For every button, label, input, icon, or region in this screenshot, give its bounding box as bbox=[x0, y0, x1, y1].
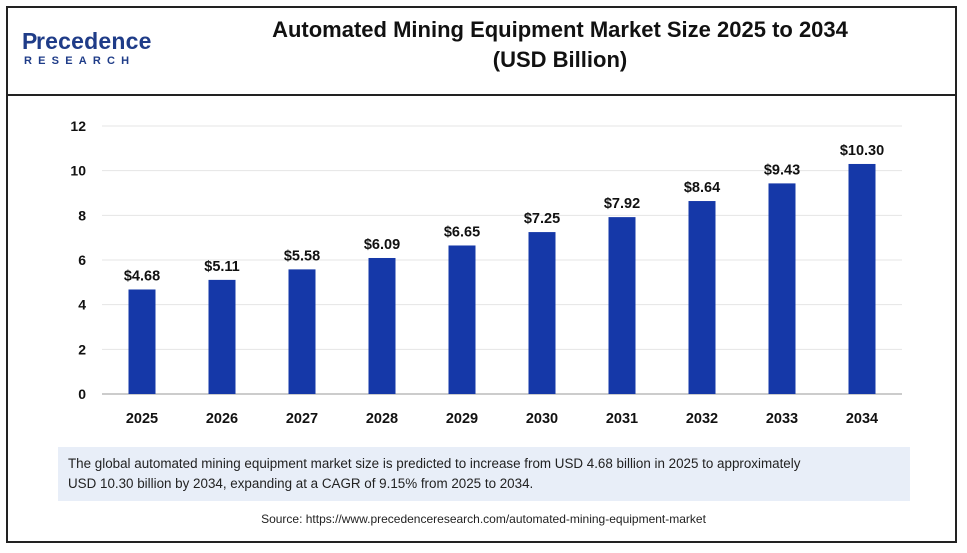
bar bbox=[448, 245, 476, 394]
y-tick-label: 10 bbox=[70, 163, 86, 179]
bar bbox=[368, 257, 396, 394]
data-label: $10.30 bbox=[840, 143, 884, 159]
data-label: $8.64 bbox=[684, 180, 720, 196]
y-tick-label: 8 bbox=[78, 207, 86, 223]
bar-chart: 0 2 4 6 8 10 12 $4.68 $5.11 $5.58 $6.09 $6.65 $7.25… bbox=[70, 118, 902, 427]
bar bbox=[208, 279, 236, 394]
data-label: $6.09 bbox=[364, 237, 400, 253]
y-tick-label: 4 bbox=[78, 297, 86, 313]
header bbox=[6, 6, 957, 96]
logo-initial: P bbox=[22, 28, 38, 54]
x-tick-label: 2031 bbox=[606, 411, 638, 427]
data-label: $9.43 bbox=[764, 162, 800, 178]
y-tick-label: 12 bbox=[70, 118, 86, 134]
data-label: $4.68 bbox=[124, 268, 160, 284]
bar bbox=[848, 163, 876, 394]
chart-title: Automated Mining Equipment Market Size 2… bbox=[200, 15, 920, 75]
x-tick-label: 2032 bbox=[686, 411, 718, 427]
x-tick-label: 2028 bbox=[366, 411, 398, 427]
y-axis-ticks: 0 2 4 6 8 10 12 bbox=[70, 118, 86, 402]
bar bbox=[528, 232, 556, 394]
x-tick-label: 2027 bbox=[286, 411, 318, 427]
x-tick-label: 2033 bbox=[766, 411, 798, 427]
y-tick-label: 2 bbox=[78, 341, 86, 357]
bar bbox=[128, 289, 156, 394]
data-labels: $4.68 $5.11 $5.58 $6.09 $6.65 $7.25 $7.92 $8.64… bbox=[124, 143, 884, 285]
data-label: $5.11 bbox=[204, 259, 240, 275]
data-label: $6.65 bbox=[444, 224, 480, 240]
data-label: $5.58 bbox=[284, 248, 320, 264]
y-tick-label: 6 bbox=[78, 252, 86, 268]
bar bbox=[688, 201, 716, 394]
x-axis-ticks: 2025 2026 2027 2028 2029 2030 2031 2032 2033 2034 bbox=[126, 411, 878, 427]
source-note: Source: https://www.precedenceresearch.c… bbox=[261, 512, 706, 526]
x-tick-label: 2034 bbox=[846, 411, 878, 427]
bars bbox=[128, 163, 876, 394]
description-line-2: USD 10.30 billion by 2034, expanding at … bbox=[68, 476, 534, 491]
x-tick-label: 2030 bbox=[526, 411, 558, 427]
x-tick-label: 2026 bbox=[206, 411, 238, 427]
chart-title-line-1: Automated Mining Equipment Market Size 2… bbox=[272, 17, 848, 42]
brand-logo: P recedence RESEARCH bbox=[22, 28, 172, 72]
bar bbox=[768, 183, 796, 394]
description-box: The global automated mining equipment ma… bbox=[58, 447, 910, 501]
x-tick-label: 2025 bbox=[126, 411, 158, 427]
logo-subtitle: RESEARCH bbox=[24, 55, 136, 67]
bar bbox=[288, 269, 316, 394]
chart-title-line-2: (USD Billion) bbox=[492, 47, 628, 72]
y-tick-label: 0 bbox=[78, 386, 86, 402]
data-label: $7.92 bbox=[604, 196, 640, 212]
x-tick-label: 2029 bbox=[446, 411, 478, 427]
data-label: $7.25 bbox=[524, 211, 560, 227]
bar bbox=[608, 217, 636, 394]
logo-wordmark: recedence bbox=[36, 28, 152, 54]
description-line-1: The global automated mining equipment ma… bbox=[68, 456, 801, 471]
